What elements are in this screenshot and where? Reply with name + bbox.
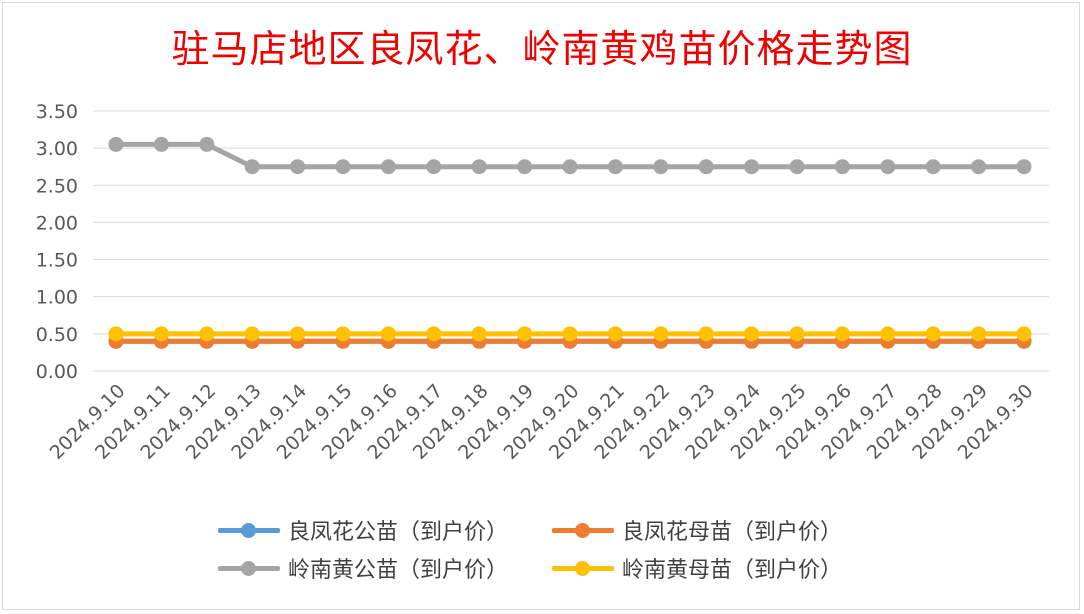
series-lingnanhuang-male-point (1016, 159, 1032, 175)
series-lingnanhuang-female-point (290, 326, 306, 342)
series-lingnanhuang-female-point (471, 326, 487, 342)
series-lingnanhuang-female-point (880, 326, 896, 342)
series-lingnanhuang-male-point (335, 159, 351, 175)
legend-swatch-liangfenghua-female (552, 515, 614, 545)
series-lingnanhuang-male-point (199, 136, 215, 152)
series-lingnanhuang-female-point (789, 326, 805, 342)
series-lingnanhuang-male-point (290, 159, 306, 175)
legend-item-liangfenghua-male: 良凤花公苗（到户价） (218, 515, 508, 545)
y-tick-label: 0.50 (36, 324, 78, 346)
series-lingnanhuang-male-point (744, 159, 760, 175)
series-lingnanhuang-female-point (108, 326, 124, 342)
y-tick-label: 1.50 (36, 250, 78, 272)
series-lingnanhuang-female-point (1016, 326, 1032, 342)
series-lingnanhuang-male-point (834, 159, 850, 175)
series-lingnanhuang-female-point (834, 326, 850, 342)
series-lingnanhuang-male-point (153, 136, 169, 152)
series-lingnanhuang-male-point (698, 159, 714, 175)
series-lingnanhuang-male-point (380, 159, 396, 175)
legend-label: 岭南黄公苗（到户价） (288, 558, 509, 583)
legend-swatch-lingnanhuang-male (218, 553, 280, 583)
series-lingnanhuang-female-point (971, 326, 987, 342)
series-lingnanhuang-female-point (653, 326, 669, 342)
legend-label: 良凤花公苗（到户价） (288, 520, 509, 545)
series-lingnanhuang-male-point (517, 159, 533, 175)
y-tick-label: 1.00 (36, 287, 78, 309)
series-lingnanhuang-female-point (925, 326, 941, 342)
y-tick-label: 3.50 (36, 101, 78, 123)
series-lingnanhuang-female-point (335, 326, 351, 342)
legend-swatch-liangfenghua-male (218, 515, 280, 545)
legend-swatch-lingnanhuang-female (552, 553, 614, 583)
y-tick-label: 3.00 (36, 138, 78, 160)
series-lingnanhuang-male-point (244, 159, 260, 175)
series-lingnanhuang-female-point (562, 326, 578, 342)
series-lingnanhuang-female-point (744, 326, 760, 342)
series-lingnanhuang-male-point (471, 159, 487, 175)
series-lingnanhuang-female-point (199, 326, 215, 342)
series-lingnanhuang-female-point (426, 326, 442, 342)
y-tick-label: 2.00 (36, 212, 78, 234)
series-lingnanhuang-female-point (244, 326, 260, 342)
legend-item-liangfenghua-female: 良凤花母苗（到户价） (552, 515, 842, 545)
series-lingnanhuang-male-point (925, 159, 941, 175)
legend-item-lingnanhuang-male: 岭南黄公苗（到户价） (218, 553, 508, 583)
series-lingnanhuang-female-point (517, 326, 533, 342)
series-lingnanhuang-male-point (653, 159, 669, 175)
series-lingnanhuang-male-point (789, 159, 805, 175)
series-lingnanhuang-female-point (380, 326, 396, 342)
series-lingnanhuang-male-point (108, 136, 124, 152)
legend-label: 岭南黄母苗（到户价） (622, 558, 843, 583)
chart-title: 驻马店地区良凤花、岭南黄鸡苗价格走势图 (171, 27, 913, 71)
legend-item-lingnanhuang-female: 岭南黄母苗（到户价） (552, 553, 842, 583)
series-lingnanhuang-male-point (426, 159, 442, 175)
y-tick-label: 2.50 (36, 175, 78, 197)
series-lingnanhuang-male-point (562, 159, 578, 175)
series-lingnanhuang-female-point (698, 326, 714, 342)
series-lingnanhuang-male-point (971, 159, 987, 175)
y-tick-label: 0.00 (36, 361, 78, 383)
legend-label: 良凤花母苗（到户价） (622, 520, 843, 545)
series-lingnanhuang-male-point (880, 159, 896, 175)
series-lingnanhuang-male-point (607, 159, 623, 175)
series-lingnanhuang-female-point (153, 326, 169, 342)
series-lingnanhuang-female-point (607, 326, 623, 342)
